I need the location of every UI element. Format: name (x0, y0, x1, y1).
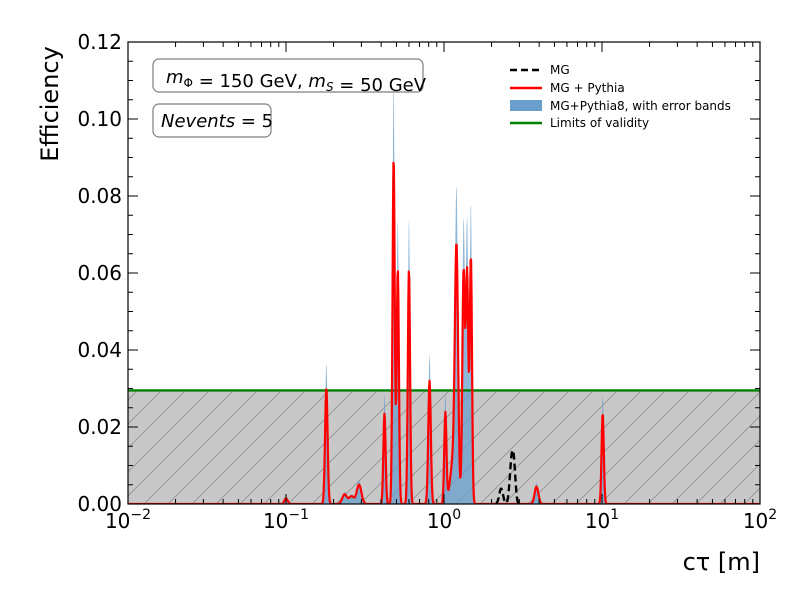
annotation-nevents-text: Nevents = 5 (161, 111, 273, 132)
legend-label-mg-pythia: MG + Pythia (550, 81, 625, 95)
x-tick-label: 101 (585, 507, 619, 533)
legend-label-limits: Limits of validity (550, 116, 649, 130)
legend-item-limits: Limits of validity (510, 116, 649, 130)
y-tick-label: 0.12 (77, 30, 122, 54)
legend-item-mg: MG (510, 63, 570, 77)
legend-item-mg-pythia: MG + Pythia (510, 81, 625, 95)
x-tick-label: 102 (743, 507, 777, 533)
x-tick-label: 10−1 (263, 507, 309, 533)
x-tick-label: 10−2 (105, 507, 151, 533)
y-tick-label: 0.10 (77, 107, 122, 131)
legend-item-error-band: MG+Pythia8, with error bands (510, 99, 731, 113)
legend: MG MG + Pythia MG+Pythia8, with error ba… (510, 63, 731, 130)
y-axis-label: Efficiency (36, 46, 64, 162)
annotation-nevents-box: Nevents = 5 (152, 103, 273, 138)
x-tick-label: 100 (427, 507, 461, 533)
legend-label-mg: MG (550, 63, 570, 77)
x-axis-label: cτ [m] (683, 548, 760, 576)
series-mg-pythia (128, 161, 760, 504)
annotation-mass-box: mΦ = 150 GeV, mS = 50 GeV (152, 58, 427, 96)
y-tick-label: 0.02 (77, 415, 122, 439)
plot-area (128, 87, 760, 504)
y-tick-label: 0.06 (77, 261, 122, 285)
y-tick-label: 0.00 (77, 492, 122, 516)
series-mg (495, 447, 520, 504)
annotation-mass-text: mΦ = 150 GeV, mS = 50 GeV (166, 67, 427, 96)
y-tick-label: 0.08 (77, 184, 122, 208)
legend-label-error-band: MG+Pythia8, with error bands (550, 99, 731, 113)
y-tick-label: 0.04 (77, 338, 122, 362)
